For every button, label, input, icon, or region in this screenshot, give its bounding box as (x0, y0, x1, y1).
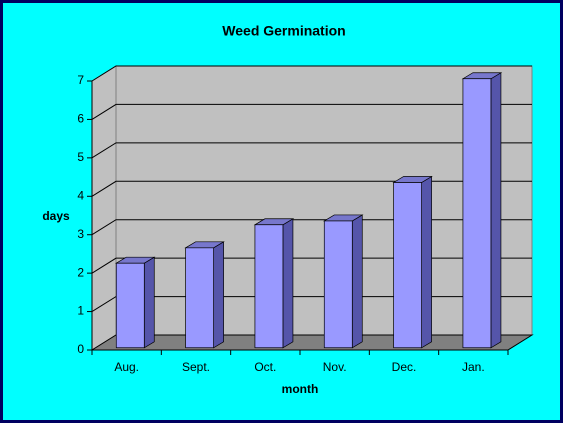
bar-side (213, 241, 224, 349)
bar (115, 262, 145, 349)
x-tick-label: Nov. (323, 360, 347, 374)
bar-side (351, 214, 363, 349)
bar (185, 247, 214, 349)
bar (462, 78, 492, 349)
y-tick-label: 1 (77, 304, 84, 318)
y-tick-label: 4 (77, 188, 84, 202)
x-tick-label: Aug. (114, 360, 139, 374)
y-axis-label: days (42, 209, 70, 223)
y-tick-label: 7 (77, 73, 84, 87)
bar (254, 224, 284, 349)
bar (323, 220, 353, 349)
bar-side (143, 256, 155, 349)
bar-side (282, 218, 294, 349)
y-tick-label: 0 (77, 342, 84, 356)
bar (393, 182, 422, 349)
grid-line (91, 180, 532, 197)
side-wall (91, 65, 117, 351)
grid-line (91, 103, 532, 120)
x-axis-label: month (282, 382, 319, 396)
y-tick-label: 2 (77, 265, 84, 279)
x-tick-label: Sept. (182, 360, 210, 374)
grid-line (91, 142, 532, 159)
y-tick-label: 5 (77, 150, 84, 164)
y-tick-label: 3 (77, 227, 84, 241)
x-tick-label: Jan. (462, 360, 485, 374)
bar-side (421, 175, 432, 349)
x-tick-label: Dec. (392, 360, 417, 374)
grid-line (91, 65, 532, 82)
y-tick-label: 6 (77, 112, 84, 126)
bar-side (490, 72, 502, 349)
x-tick-label: Oct. (254, 360, 276, 374)
chart-title: Weed Germination (222, 23, 345, 39)
